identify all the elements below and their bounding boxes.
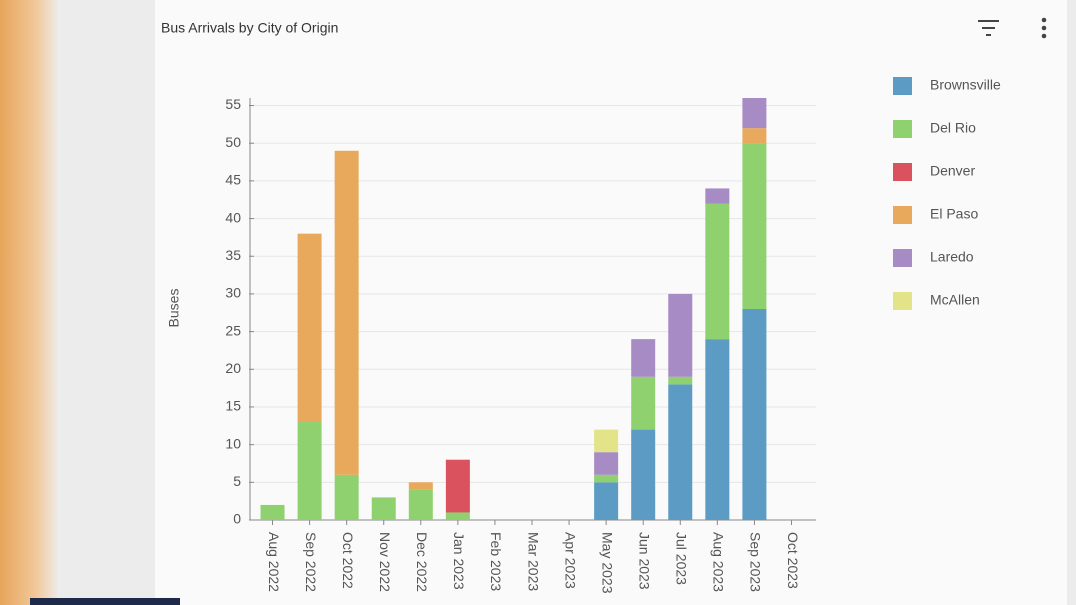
bar-segment bbox=[408, 489, 433, 520]
bar-segment bbox=[705, 339, 730, 520]
bar-segment bbox=[594, 474, 619, 483]
legend-swatch bbox=[893, 77, 912, 95]
x-tick-label: Mar 2023 bbox=[525, 532, 541, 591]
bar-segment bbox=[297, 233, 322, 423]
legend-swatch bbox=[893, 206, 912, 224]
menu-icon[interactable] bbox=[1041, 17, 1047, 39]
bar-segment bbox=[371, 497, 396, 520]
bar-segment bbox=[631, 376, 656, 430]
y-tick-label: 5 bbox=[233, 473, 241, 489]
overlay-bar bbox=[30, 598, 180, 605]
legend-swatch bbox=[893, 120, 912, 138]
y-tick-label: 50 bbox=[225, 134, 241, 150]
bar-segment bbox=[705, 203, 730, 340]
x-tick-label: Nov 2022 bbox=[377, 532, 393, 592]
y-tick-label: 30 bbox=[225, 285, 241, 301]
x-tick-label: Aug 2022 bbox=[266, 532, 282, 592]
y-tick-label: 35 bbox=[225, 247, 241, 263]
bar-segment bbox=[594, 482, 619, 520]
bar-segment bbox=[594, 452, 619, 475]
y-tick-label: 10 bbox=[225, 435, 241, 451]
legend-swatch bbox=[893, 249, 912, 267]
y-tick-label: 15 bbox=[225, 398, 241, 414]
edge-blur bbox=[0, 0, 60, 605]
bar-segment bbox=[260, 504, 285, 520]
bar-segment bbox=[445, 512, 470, 520]
x-tick-label: Dec 2022 bbox=[414, 532, 430, 592]
bar-segment bbox=[705, 188, 730, 204]
y-tick-label: 25 bbox=[225, 322, 241, 338]
legend-label: Denver bbox=[930, 163, 975, 179]
bar-segment bbox=[668, 384, 693, 520]
bar-segment bbox=[445, 459, 470, 513]
x-tick-label: Jul 2023 bbox=[674, 532, 690, 585]
legend-label: Del Rio bbox=[930, 120, 976, 136]
legend-swatch bbox=[893, 163, 912, 181]
y-tick-label: 20 bbox=[225, 360, 241, 376]
x-tick-label: Sep 2022 bbox=[303, 532, 319, 592]
x-tick-label: Jun 2023 bbox=[636, 532, 652, 590]
bar-segment bbox=[334, 150, 359, 475]
bar-segment bbox=[742, 98, 767, 129]
bar-segment bbox=[334, 474, 359, 520]
legend-label: Brownsville bbox=[930, 77, 1001, 93]
bar-segment bbox=[668, 376, 693, 385]
y-tick-label: 0 bbox=[233, 511, 241, 527]
legend-swatch bbox=[893, 292, 912, 310]
legend-label: El Paso bbox=[930, 206, 978, 222]
x-tick-label: Jan 2023 bbox=[451, 532, 467, 590]
x-tick-label: Feb 2023 bbox=[488, 532, 504, 591]
y-axis-label: Buses bbox=[166, 289, 182, 328]
bar-segment bbox=[408, 482, 433, 490]
x-tick-label: May 2023 bbox=[599, 532, 615, 594]
x-tick-label: Oct 2023 bbox=[785, 532, 801, 589]
x-tick-label: Aug 2023 bbox=[711, 532, 727, 592]
bar-segment bbox=[297, 422, 322, 520]
legend-label: McAllen bbox=[930, 292, 980, 308]
bar-segment bbox=[742, 309, 767, 520]
bar-segment bbox=[631, 339, 656, 377]
bar-segment bbox=[631, 429, 656, 520]
bar-segment bbox=[742, 143, 767, 309]
x-tick-label: Apr 2023 bbox=[562, 532, 578, 589]
filter-icon[interactable] bbox=[978, 20, 999, 36]
bar-segment bbox=[742, 128, 767, 144]
bar-segment bbox=[668, 293, 693, 377]
y-tick-label: 45 bbox=[225, 172, 241, 188]
x-tick-label: Sep 2023 bbox=[748, 532, 764, 592]
y-tick-label: 40 bbox=[225, 209, 241, 225]
legend-label: Laredo bbox=[930, 249, 974, 265]
bar-segment bbox=[594, 429, 619, 453]
chart-title: Bus Arrivals by City of Origin bbox=[161, 20, 338, 36]
y-tick-label: 55 bbox=[225, 96, 241, 112]
x-tick-label: Oct 2022 bbox=[340, 532, 356, 589]
